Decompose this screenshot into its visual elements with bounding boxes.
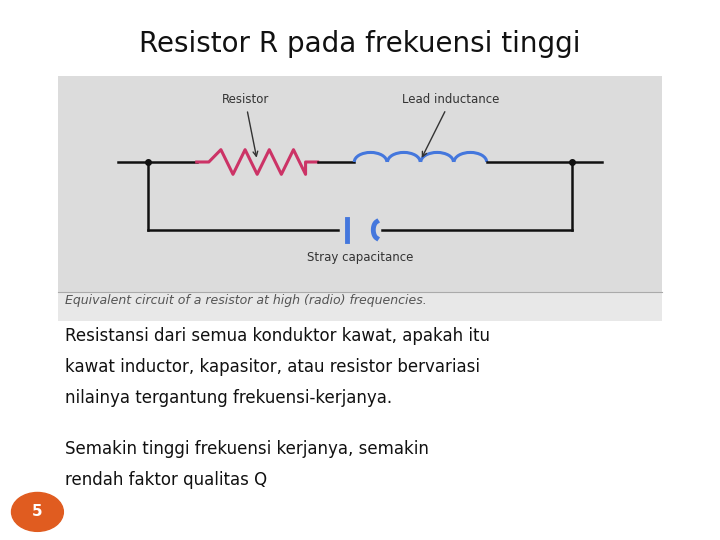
Text: Lead inductance: Lead inductance [402, 93, 500, 157]
FancyBboxPatch shape [58, 292, 662, 321]
Text: kawat inductor, kapasitor, atau resistor bervariasi: kawat inductor, kapasitor, atau resistor… [65, 358, 480, 376]
Text: 5: 5 [32, 504, 42, 519]
Text: Resistor: Resistor [222, 93, 269, 156]
Text: Semakin tinggi frekuensi kerjanya, semakin: Semakin tinggi frekuensi kerjanya, semak… [65, 440, 428, 457]
FancyBboxPatch shape [58, 76, 662, 292]
Text: nilainya tergantung frekuensi-kerjanya.: nilainya tergantung frekuensi-kerjanya. [65, 389, 392, 407]
Circle shape [12, 492, 63, 531]
Text: rendah faktor qualitas Q: rendah faktor qualitas Q [65, 471, 267, 489]
Text: Resistor R pada frekuensi tinggi: Resistor R pada frekuensi tinggi [139, 30, 581, 58]
Text: Stray capacitance: Stray capacitance [307, 252, 413, 265]
Text: Resistansi dari semua konduktor kawat, apakah itu: Resistansi dari semua konduktor kawat, a… [65, 327, 490, 345]
Text: Equivalent circuit of a resistor at high (radio) frequencies.: Equivalent circuit of a resistor at high… [65, 294, 426, 307]
